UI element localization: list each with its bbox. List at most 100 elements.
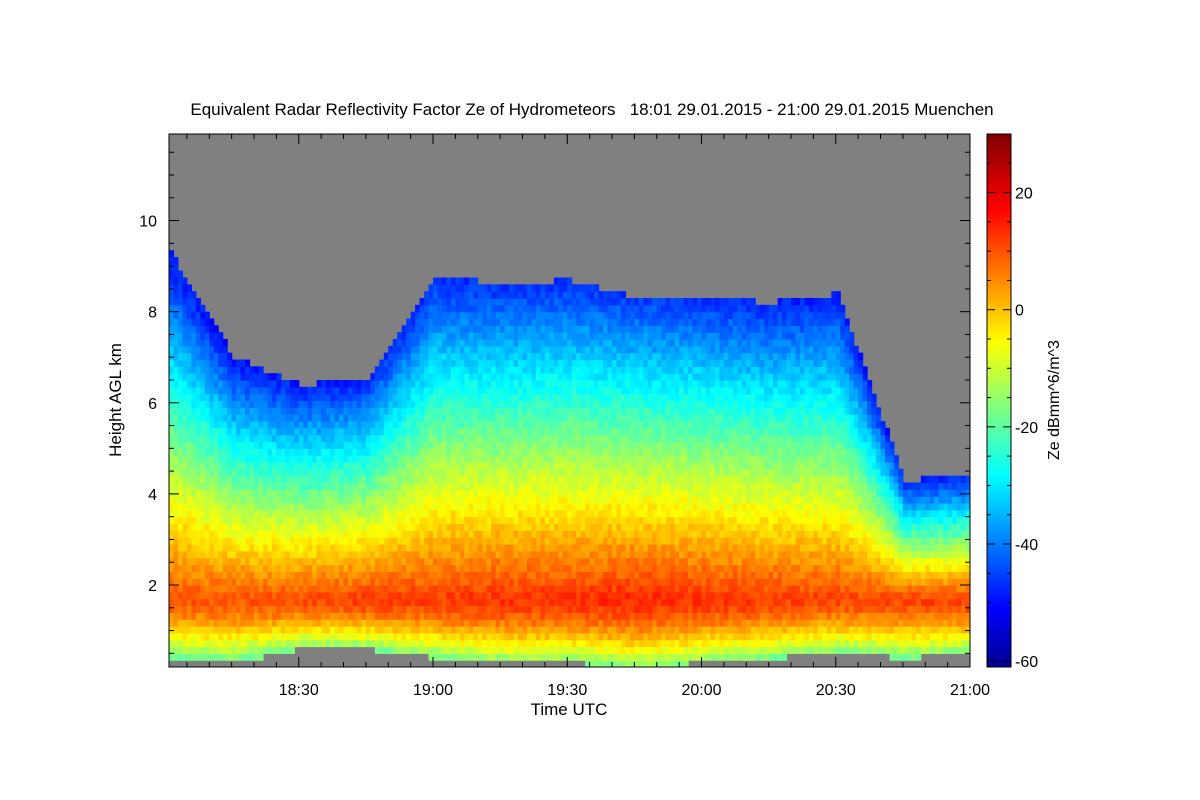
heatmap-cell (383, 475, 389, 484)
heatmap-cell (258, 537, 264, 545)
heatmap-cell (321, 503, 327, 511)
heatmap-cell (200, 318, 206, 326)
heatmap-cell (424, 550, 430, 559)
heatmap-cell (509, 537, 515, 545)
heatmap-cell (616, 509, 622, 518)
heatmap-cell (464, 503, 470, 511)
heatmap-cell (379, 598, 385, 607)
heatmap-cell (459, 612, 465, 620)
heatmap-cell (280, 482, 286, 490)
heatmap-cell (204, 318, 210, 326)
heatmap-cell (365, 632, 371, 641)
heatmap-cell (218, 339, 224, 347)
heatmap-cell (535, 626, 542, 634)
heatmap-cell (441, 646, 448, 654)
heatmap-cell (612, 427, 618, 436)
heatmap-cell (276, 441, 282, 449)
heatmap-cell (343, 386, 349, 395)
heatmap-cell (509, 585, 515, 593)
heatmap-cell (249, 537, 255, 545)
heatmap-cell (450, 386, 456, 395)
heatmap-cell (298, 427, 304, 436)
heatmap-cell (361, 407, 367, 415)
heatmap-cell (209, 393, 215, 402)
heatmap-cell (258, 414, 264, 422)
heatmap-cell (424, 414, 430, 422)
heatmap-cell (580, 619, 586, 627)
heatmap-cell (576, 632, 582, 641)
heatmap-cell (482, 646, 488, 654)
heatmap-cell (330, 612, 336, 620)
heatmap-cell (598, 352, 604, 361)
heatmap-cell (173, 318, 179, 326)
heatmap-cell (383, 503, 389, 511)
heatmap-cell (468, 373, 474, 381)
heatmap-cell (195, 448, 201, 456)
heatmap-cell (213, 359, 219, 367)
heatmap-cell (558, 578, 564, 586)
heatmap-cell (415, 373, 421, 381)
heatmap-cell (433, 352, 439, 361)
heatmap-cell (433, 345, 439, 354)
heatmap-cell (585, 373, 591, 381)
heatmap-cell (433, 332, 439, 340)
heatmap-cell (486, 318, 492, 326)
heatmap-cell (347, 619, 354, 627)
heatmap-cell (482, 421, 488, 429)
heatmap-cell (486, 619, 492, 627)
heatmap-cell (598, 291, 604, 299)
heatmap-cell (182, 373, 188, 381)
heatmap-cell (191, 332, 197, 340)
heatmap-cell (567, 564, 573, 572)
heatmap-cell (616, 366, 622, 374)
heatmap-cell (495, 482, 501, 490)
heatmap-cell (571, 489, 577, 497)
heatmap-cell (173, 455, 179, 463)
heatmap-cell (401, 571, 407, 579)
heatmap-cell (370, 400, 376, 408)
heatmap-cell (513, 530, 519, 538)
heatmap-cell (473, 523, 479, 531)
heatmap-cell (571, 339, 577, 347)
heatmap-cell (249, 530, 255, 538)
heatmap-cell (437, 393, 443, 402)
heatmap-cell (441, 427, 448, 436)
heatmap-cell (254, 564, 260, 572)
heatmap-cell (245, 386, 251, 395)
heatmap-cell (553, 544, 559, 552)
heatmap-cell (222, 400, 228, 408)
heatmap-cell (576, 434, 582, 443)
heatmap-cell (535, 482, 542, 490)
heatmap-cell (567, 605, 573, 613)
heatmap-cell (518, 482, 524, 490)
heatmap-cell (276, 578, 282, 586)
heatmap-cell (298, 455, 304, 463)
heatmap-cell (486, 530, 492, 538)
heatmap-cell (267, 564, 273, 572)
heatmap-cell (271, 557, 277, 566)
heatmap-cell (576, 359, 582, 367)
heatmap-cell (576, 441, 582, 449)
heatmap-cell (603, 462, 609, 470)
heatmap-cell (343, 421, 349, 429)
heatmap-cell (182, 550, 188, 559)
heatmap-cell (316, 571, 322, 579)
heatmap-cell (594, 345, 600, 354)
heatmap-cell (356, 421, 363, 429)
heatmap-cell (576, 489, 582, 497)
heatmap-cell (428, 291, 434, 299)
heatmap-cell (455, 537, 461, 545)
heatmap-cell (576, 414, 582, 422)
heatmap-cell (486, 489, 492, 497)
heatmap-cell (204, 366, 210, 374)
heatmap-cell (544, 448, 550, 456)
heatmap-cell (249, 468, 255, 477)
heatmap-cell (254, 591, 260, 600)
heatmap-cell (495, 646, 501, 654)
heatmap-cell (186, 639, 192, 648)
heatmap-cell (303, 427, 309, 436)
heatmap-cell (504, 612, 510, 620)
heatmap-cell (603, 366, 609, 374)
heatmap-cell (383, 386, 389, 395)
heatmap-cell (594, 646, 600, 654)
